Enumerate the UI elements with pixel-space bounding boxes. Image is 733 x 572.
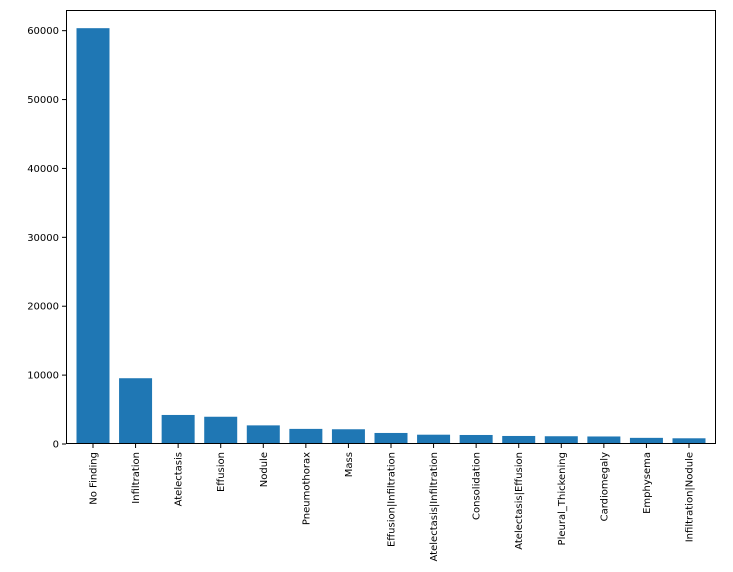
x-tick-label: Pneumothorax [301,452,312,525]
x-tick-label: Emphysema [642,452,653,514]
x-tick-label: Mass [344,452,355,477]
y-tick-label: 30000 [27,233,59,244]
y-tick-label: 40000 [27,164,59,175]
x-tick-label: Atelectasis|Infiltration [429,452,440,561]
bar-pleural-thickening [544,436,578,444]
x-tick-label: Atelectasis [174,452,185,506]
bar-consolidation [459,434,493,444]
bar-cardiomegaly [587,436,621,444]
x-tick-label: Consolidation [472,452,483,520]
x-tick-label: Pleural_Thickening [557,452,568,545]
bar-infiltration [119,378,153,444]
x-tick-label: Effusion [216,452,227,492]
plot-frame [66,10,716,444]
x-tick-label: Cardiomegaly [599,452,610,521]
x-tick-label: Effusion|Infiltration [387,452,398,547]
bar-nodule [246,425,280,444]
y-tick-label: 10000 [27,371,59,382]
y-tick-label: 20000 [27,302,59,313]
x-tick-label: Infiltration [131,452,142,504]
x-axis-ticks: No Finding Infiltration Atelectasis Effusio… [89,444,696,561]
x-tick-label: Nodule [259,452,270,487]
bar-atelectasis-infiltration [417,434,451,444]
y-tick-label: 50000 [27,95,59,106]
y-tick-label: 60000 [27,26,59,37]
y-tick-label: 0 [53,440,59,451]
x-tick-label: Atelectasis|Effusion [514,452,525,550]
bar-pneumothorax [289,428,323,444]
bar-no-finding [76,28,110,445]
x-tick-label: Infiltration|Nodule [685,452,696,542]
bar-infiltration-nodule [672,438,706,444]
bar-atelectasis [161,414,195,444]
bars-group [76,28,706,445]
bar-effusion-infiltration [374,432,408,444]
bar-atelectasis-effusion [502,435,536,444]
x-tick-label: No Finding [89,452,100,505]
y-axis-ticks: 0 10000 20000 30000 40000 50000 60000 [27,26,66,451]
bar-mass [331,429,365,444]
bar-effusion [204,416,238,444]
bar-emphysema [629,437,663,444]
